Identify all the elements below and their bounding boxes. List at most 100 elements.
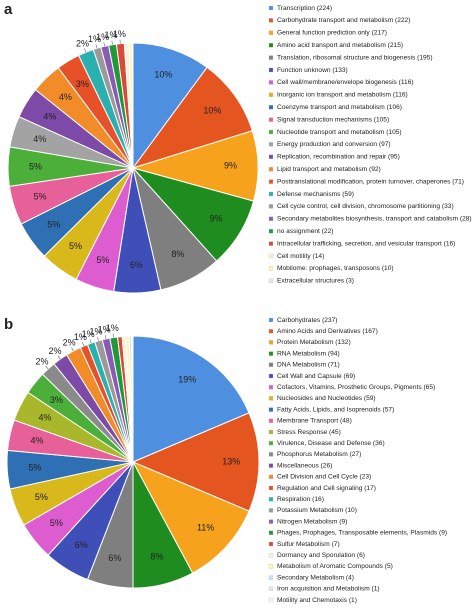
slice-label: 5%: [50, 518, 63, 528]
slice-label: 5%: [96, 255, 109, 265]
slice-label: 5%: [28, 462, 41, 472]
legend-swatch: [268, 204, 274, 209]
legend-label: Metabolism of Aromatic Compounds (5): [277, 563, 393, 570]
slice-label: 3%: [76, 79, 89, 89]
legend-swatch: [268, 191, 274, 197]
legend-swatch: [268, 142, 274, 147]
legend-swatch: [268, 117, 274, 122]
slice-label: 11%: [197, 523, 214, 533]
slice-label: 10%: [203, 106, 221, 116]
legend-label: Cell Wall and Capsule (69): [277, 373, 355, 380]
slice-label: 2%: [48, 346, 61, 356]
legend-swatch: [268, 154, 274, 159]
panel-label: a: [4, 1, 13, 18]
legend-swatch: [268, 167, 274, 172]
slice: [131, 412, 260, 512]
slice-label: 4%: [30, 435, 43, 445]
slice-label: 3%: [50, 395, 63, 405]
legend-label: Amino acid transport and metabolism (215…: [277, 42, 403, 49]
legend-swatch: [268, 407, 274, 412]
slice-label: 2%: [76, 38, 89, 48]
leader-line: [45, 365, 49, 370]
legend-label: Respiration (16): [277, 496, 324, 503]
legend-swatch: [268, 497, 274, 502]
legend-swatch: [268, 485, 274, 491]
slice-label: 5%: [47, 219, 60, 229]
legend-label: Cell Division and Cell Cycle (23): [277, 474, 371, 481]
slice-label: 1%: [105, 30, 118, 40]
legend-swatch: [268, 373, 274, 379]
leader-line: [84, 48, 87, 53]
legend-swatch: [268, 5, 274, 11]
slice-label: 1%: [74, 332, 87, 342]
legend-label: Miscellaneous (26): [277, 462, 332, 469]
leader-line: [82, 342, 85, 347]
slice-label: 5%: [29, 161, 42, 171]
slice-label: 1%: [90, 327, 103, 337]
slice: [131, 460, 250, 574]
legend-swatch: [268, 474, 274, 479]
legend-swatch: [268, 564, 274, 569]
legend-label: Secondary metabolites biosynthesis, tran…: [277, 216, 472, 223]
slice-label: 1%: [96, 32, 109, 42]
legend-label: Carbohydrates (237): [277, 317, 337, 324]
slice-label: 5%: [34, 192, 47, 202]
legend-swatch: [268, 362, 274, 367]
legend-label: Nucleotide transport and metabolism (105…: [277, 129, 402, 136]
legend-label: Inorganic ion transport and metabolism (…: [277, 92, 408, 99]
slice-label: 6%: [75, 540, 88, 550]
legend-label: Protein Metabolism (132): [277, 339, 351, 346]
legend-swatch: [268, 452, 274, 457]
legend-swatch: [268, 67, 274, 73]
leader-line: [112, 333, 114, 338]
slice-label: 6%: [130, 260, 143, 270]
legend-swatch: [268, 253, 274, 259]
slice-label: 10%: [154, 70, 172, 80]
legend-label: Replication, recombination and repair (9…: [277, 154, 400, 161]
legend-swatch: [268, 329, 274, 334]
legend-label: Amino Acids and Derivatives (167): [277, 328, 378, 335]
legend-swatch: [268, 18, 274, 23]
leader-line: [104, 334, 107, 339]
legend-label: Intracellular trafficking, secretion, an…: [277, 240, 455, 247]
legend-label: Fatty Acids, Lipids, and Isoprenoids (57…: [277, 406, 394, 413]
leader-line: [95, 44, 98, 49]
legend-label: Translation, ribosomal structure and bio…: [277, 54, 433, 61]
legend-label: no assignment (22): [277, 228, 333, 235]
slice: [131, 335, 134, 463]
legend-label: Energy production and conversion (97): [277, 141, 391, 148]
legend-swatch: [268, 463, 274, 468]
slice-label: 2%: [36, 357, 49, 367]
legend-swatch: [268, 266, 274, 271]
legend-label: Cell motility (14): [277, 253, 324, 260]
legend-label: Cofactors, Vitamins, Prosthetic Groups, …: [277, 384, 435, 391]
legend-label: Signal transduction mechanisms (105): [277, 116, 389, 123]
legend-label: Function unknown (133): [277, 67, 348, 74]
legend-swatch: [268, 519, 274, 524]
legend-swatch: [268, 530, 274, 535]
slice-label: 5%: [69, 241, 82, 251]
legend-label: Phosphorus Metabolism (27): [277, 451, 361, 458]
legend-swatch: [268, 129, 274, 135]
legend-label: Stress Response (45): [277, 429, 341, 436]
legend-swatch: [268, 105, 274, 110]
legend-swatch: [268, 429, 274, 435]
slice-label: 4%: [39, 413, 52, 423]
legend-swatch: [268, 92, 274, 97]
leader-line: [71, 347, 74, 352]
legend-swatch: [268, 30, 274, 35]
legend-label: Cell wall/membrane/envelope biogenesis (…: [277, 79, 414, 86]
leader-line: [111, 40, 113, 45]
legend-swatch: [268, 216, 274, 221]
legend-swatch: [268, 396, 274, 401]
legend-label: Lipid transport and metabolism (92): [277, 166, 381, 173]
slice-label: 1%: [106, 323, 119, 333]
legend-label: Dormancy and Sporulation (6): [277, 552, 365, 559]
legend-label: Membrane Transport (48): [277, 418, 352, 425]
legend-swatch: [268, 179, 274, 184]
slice-label: 2%: [63, 337, 76, 347]
legend-label: Iron acquisition and Metabolism (1): [277, 586, 380, 593]
legend-label: Secondary Metabolism (4): [277, 574, 354, 581]
legend-swatch: [268, 278, 274, 283]
